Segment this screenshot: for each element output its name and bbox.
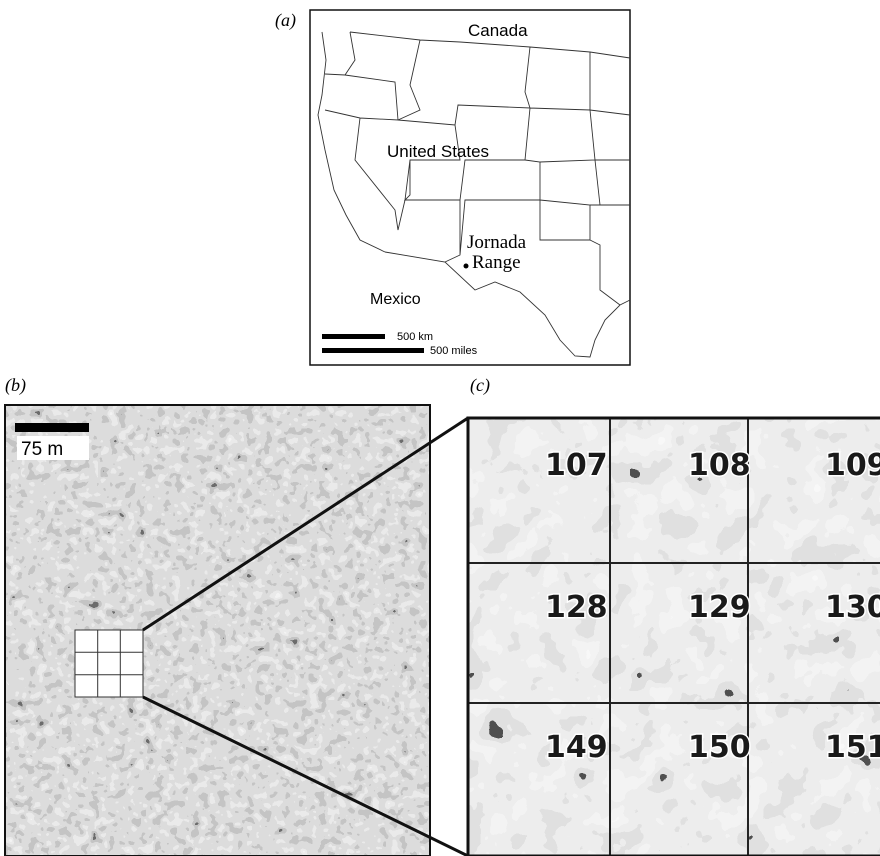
cell-label: 128 [545, 590, 608, 625]
cell-label: 109 [825, 448, 880, 483]
aerial-image [5, 405, 430, 856]
panel-label: (b) [5, 375, 26, 396]
scale-label: 75 m [21, 439, 63, 460]
map-frame [310, 10, 630, 365]
site-marker [464, 264, 469, 269]
scale-bar [15, 423, 89, 432]
map-label: Jornada [467, 232, 527, 253]
map: Canada United States Jornada Range Mexic… [310, 10, 630, 365]
cell-label: 149 [545, 730, 608, 765]
cell-label: 130 [825, 590, 880, 625]
zoom-image: 107 108 109 128 129 130 149 150 151 [468, 418, 880, 856]
inset-grid [75, 630, 143, 697]
cell-label: 107 [545, 448, 608, 483]
aerial-image [468, 418, 880, 856]
figure: (a) Canada United States Jornada Range M… [0, 0, 880, 856]
map-label: Range [472, 252, 521, 273]
panel-label: (a) [275, 10, 296, 31]
panel-label: (c) [470, 375, 490, 396]
scale-bar [322, 334, 385, 339]
scale-label: 500 km [397, 331, 433, 343]
cell-label: 150 [688, 730, 751, 765]
scale-label: 500 miles [430, 345, 478, 357]
map-label: United States [387, 142, 489, 161]
map-label: Canada [468, 21, 528, 40]
cell-label: 129 [688, 590, 751, 625]
cell-label: 151 [825, 730, 880, 765]
cell-label: 108 [688, 448, 751, 483]
scale-bar [322, 348, 424, 353]
map-label: Mexico [370, 291, 421, 308]
